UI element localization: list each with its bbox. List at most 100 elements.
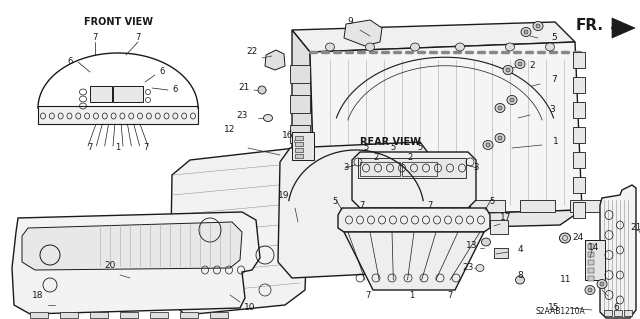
Polygon shape <box>278 142 432 278</box>
Bar <box>573 127 585 143</box>
Bar <box>292 132 314 160</box>
Bar <box>588 268 594 273</box>
Ellipse shape <box>258 86 266 94</box>
Text: FRONT VIEW: FRONT VIEW <box>83 17 152 27</box>
Text: 9: 9 <box>347 18 353 26</box>
Text: 5: 5 <box>390 144 396 152</box>
Text: 22: 22 <box>246 48 258 56</box>
Ellipse shape <box>515 276 525 284</box>
Polygon shape <box>170 148 310 315</box>
Polygon shape <box>150 312 168 318</box>
Ellipse shape <box>588 288 592 292</box>
Polygon shape <box>290 95 310 113</box>
Ellipse shape <box>264 115 273 122</box>
Bar <box>295 148 303 152</box>
Bar <box>295 136 303 140</box>
Ellipse shape <box>507 95 517 105</box>
Polygon shape <box>290 155 310 173</box>
Text: 1: 1 <box>553 137 559 146</box>
Text: 5: 5 <box>551 33 557 42</box>
Text: 11: 11 <box>560 276 572 285</box>
Ellipse shape <box>410 43 419 51</box>
Polygon shape <box>180 312 198 318</box>
Bar <box>624 310 632 316</box>
Ellipse shape <box>326 43 335 51</box>
Ellipse shape <box>495 133 505 143</box>
Bar <box>573 77 585 93</box>
Text: 17: 17 <box>500 213 512 222</box>
Polygon shape <box>60 312 78 318</box>
Polygon shape <box>30 312 48 318</box>
Bar <box>588 260 594 265</box>
Bar <box>295 154 303 158</box>
Text: 14: 14 <box>588 243 600 253</box>
Text: 21: 21 <box>630 224 640 233</box>
Bar <box>573 152 585 168</box>
Text: 7: 7 <box>551 76 557 85</box>
Bar <box>520 200 555 212</box>
Polygon shape <box>12 212 260 314</box>
Text: REAR VIEW: REAR VIEW <box>360 137 420 147</box>
Ellipse shape <box>510 98 514 102</box>
Text: 6: 6 <box>159 68 164 77</box>
Text: 13: 13 <box>467 241 477 249</box>
Polygon shape <box>352 152 476 208</box>
Text: 7: 7 <box>447 291 452 300</box>
Bar <box>470 200 505 212</box>
Polygon shape <box>612 18 635 38</box>
Text: S2AAB1210A: S2AAB1210A <box>535 308 585 316</box>
Polygon shape <box>338 208 490 232</box>
Text: 10: 10 <box>244 303 256 313</box>
Text: 7: 7 <box>428 201 433 210</box>
Text: 3: 3 <box>549 106 555 115</box>
Text: 5: 5 <box>490 197 495 206</box>
Polygon shape <box>344 232 484 290</box>
Text: 2: 2 <box>408 153 413 162</box>
Polygon shape <box>292 30 315 218</box>
Ellipse shape <box>559 233 570 243</box>
Text: 16: 16 <box>282 130 294 139</box>
Text: 6: 6 <box>172 85 178 94</box>
Text: 5: 5 <box>417 144 422 152</box>
Text: 7: 7 <box>135 33 141 42</box>
Ellipse shape <box>536 24 540 28</box>
Ellipse shape <box>476 264 484 271</box>
Text: 20: 20 <box>104 261 116 270</box>
Text: 7: 7 <box>365 291 371 300</box>
Polygon shape <box>265 50 285 70</box>
Polygon shape <box>210 312 228 318</box>
Text: 5: 5 <box>332 197 338 206</box>
Ellipse shape <box>481 238 490 246</box>
Bar <box>402 162 437 176</box>
Text: 1: 1 <box>410 291 415 300</box>
Bar <box>360 162 400 176</box>
Bar <box>614 310 622 316</box>
Ellipse shape <box>506 43 515 51</box>
Bar <box>370 200 405 212</box>
Ellipse shape <box>600 282 604 286</box>
Text: 7: 7 <box>87 144 93 152</box>
Bar <box>573 202 585 218</box>
Bar <box>490 220 508 234</box>
Bar <box>420 200 455 212</box>
Polygon shape <box>290 65 310 83</box>
Bar <box>295 142 303 146</box>
Text: 2: 2 <box>529 62 535 70</box>
Ellipse shape <box>518 62 522 66</box>
Polygon shape <box>292 210 582 232</box>
Polygon shape <box>600 185 636 318</box>
Ellipse shape <box>585 286 595 294</box>
Bar <box>320 200 355 212</box>
Ellipse shape <box>486 143 490 147</box>
Bar <box>588 276 594 281</box>
Bar <box>38 106 198 124</box>
Ellipse shape <box>597 279 607 288</box>
Polygon shape <box>310 42 582 218</box>
Text: 5: 5 <box>364 144 369 152</box>
Text: 23: 23 <box>462 263 474 272</box>
Bar <box>573 102 585 118</box>
Ellipse shape <box>503 65 513 75</box>
Bar <box>573 177 585 193</box>
Ellipse shape <box>521 27 531 36</box>
Ellipse shape <box>533 21 543 31</box>
